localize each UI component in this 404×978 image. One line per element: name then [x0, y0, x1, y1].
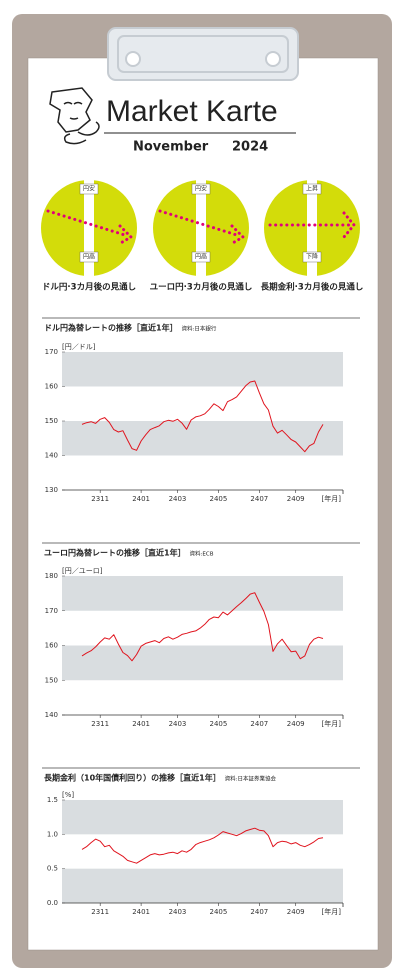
- chart-source: 資料:日本銀行: [182, 325, 217, 333]
- y-unit: [円／ドル]: [62, 343, 96, 351]
- outlook-caption: ドル円·3カ月後の見通し: [42, 282, 136, 293]
- y-tick-label: 170: [45, 348, 58, 356]
- chart-title: ドル円為替レートの推移［直近1年］: [44, 323, 178, 333]
- y-tick-label: 180: [45, 572, 58, 580]
- price-line: [81, 827, 324, 864]
- x-tick-label: 2311: [91, 720, 109, 728]
- x-tick-label: 2407: [250, 908, 268, 916]
- y-tick-label: 0.0: [47, 899, 58, 907]
- x-tick-label: 2407: [250, 495, 268, 503]
- clip: [107, 27, 299, 81]
- x-tick-label: 2409: [287, 908, 305, 916]
- outlook-bottom: 円高: [195, 253, 207, 261]
- x-unit: [年月]: [322, 494, 342, 503]
- y-tick-label: 160: [45, 383, 58, 391]
- outlook: 円安 円高 ドル円·3カ月後の見通し: [41, 180, 137, 293]
- y-tick-label: 140: [45, 711, 58, 719]
- y-unit: [%]: [62, 791, 74, 799]
- outlook-bottom: 下降: [306, 253, 318, 261]
- chart-source: 資料:ECB: [190, 550, 214, 558]
- outlook-caption: ユーロ円·3カ月後の見通し: [150, 282, 253, 293]
- logo: [49, 87, 100, 145]
- outlook-bottom: 円高: [83, 253, 95, 261]
- title: Market Karte: [106, 95, 278, 128]
- outlook-top: 円安: [83, 185, 95, 193]
- band: [62, 645, 343, 681]
- band: [62, 352, 343, 387]
- y-tick-label: 1.5: [47, 796, 58, 804]
- chart-source: 資料:日本証券業協会: [225, 775, 277, 783]
- x-tick-label: 2405: [210, 495, 228, 503]
- y-tick-label: 150: [45, 417, 58, 425]
- y-tick-label: 1.0: [47, 830, 58, 838]
- year: 2024: [232, 140, 268, 155]
- chart-title: 長期金利（10年国債利回り）の推移［直近1年］: [44, 773, 221, 783]
- x-tick-label: 2403: [169, 908, 187, 916]
- y-tick-label: 0.5: [47, 865, 58, 873]
- chart-title: ユーロ円為替レートの推移［直近1年］: [44, 548, 186, 558]
- y-tick-label: 140: [45, 452, 58, 460]
- x-tick-label: 2407: [250, 720, 268, 728]
- x-tick-label: 2405: [210, 720, 228, 728]
- x-tick-label: 2409: [287, 720, 305, 728]
- price-line: [81, 592, 324, 662]
- x-unit: [年月]: [322, 719, 342, 728]
- x-tick-label: 2401: [132, 908, 150, 916]
- x-tick-label: 2403: [169, 495, 187, 503]
- band: [62, 868, 343, 903]
- outlook-top: 上昇: [306, 185, 318, 193]
- x-tick-label: 2401: [132, 720, 150, 728]
- price-line: [81, 380, 324, 453]
- outlook: 円安 円高 ユーロ円·3カ月後の見通し: [150, 180, 253, 293]
- x-tick-label: 2405: [210, 908, 228, 916]
- band: [62, 800, 343, 835]
- x-tick-label: 2409: [287, 495, 305, 503]
- y-tick-label: 150: [45, 676, 58, 684]
- y-tick-label: 160: [45, 642, 58, 650]
- x-unit: [年月]: [322, 907, 342, 916]
- x-tick-label: 2403: [169, 720, 187, 728]
- outlook: 上昇 下降 長期金利·3カ月後の見通し: [261, 180, 364, 293]
- band: [62, 421, 343, 456]
- outlook-top: 円安: [195, 185, 207, 193]
- y-unit: [円／ユーロ]: [62, 567, 103, 575]
- band: [62, 576, 343, 611]
- y-tick-label: 130: [45, 486, 58, 494]
- outlook-caption: 長期金利·3カ月後の見通し: [261, 282, 364, 293]
- x-tick-label: 2311: [91, 908, 109, 916]
- x-tick-label: 2401: [132, 495, 150, 503]
- y-tick-label: 170: [45, 607, 58, 615]
- month: November: [133, 140, 209, 155]
- x-tick-label: 2311: [91, 495, 109, 503]
